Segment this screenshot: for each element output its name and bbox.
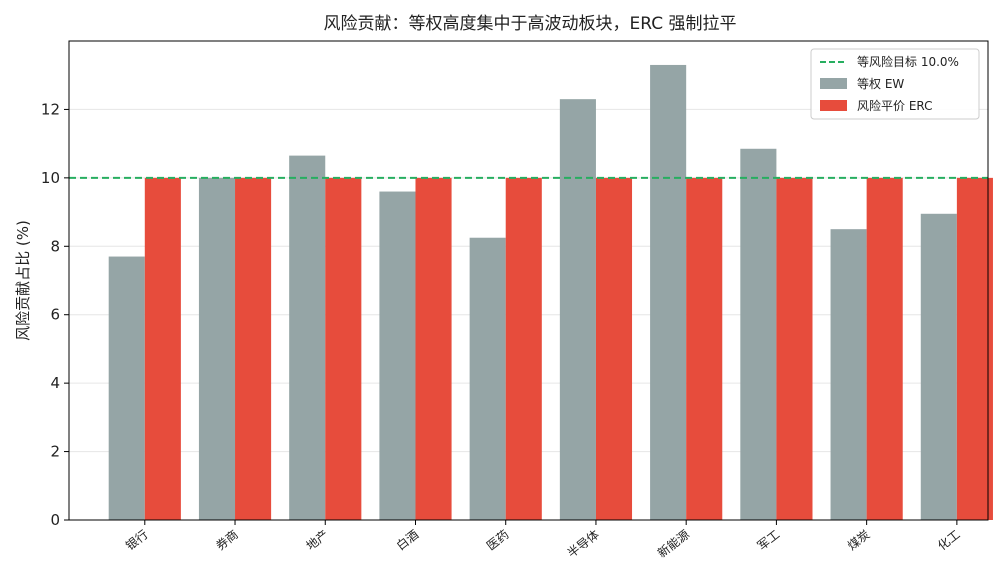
x-tick-label: 白酒 <box>393 527 421 554</box>
bar-ew <box>830 229 867 520</box>
bar-erc <box>144 177 181 520</box>
x-tick-label: 银行 <box>123 527 151 553</box>
x-axis: 银行 券商 地产 白酒 医药 半导体 新能源 军工 煤炭 化工 <box>123 520 963 561</box>
bars <box>108 64 993 521</box>
bar-erc <box>505 177 542 520</box>
bar-erc <box>776 177 813 520</box>
y-tick-label: 6 <box>50 306 60 324</box>
x-tick-label: 半导体 <box>565 527 602 560</box>
plot-frame <box>68 40 989 521</box>
bar-ew <box>559 99 596 521</box>
x-tick-label: 化工 <box>935 527 963 553</box>
x-tick-label: 煤炭 <box>845 527 873 553</box>
bar-ew <box>289 155 326 520</box>
bar-ew <box>469 237 506 520</box>
legend-label-ew: 等权 EW <box>857 77 904 91</box>
y-tick-label: 8 <box>50 237 60 255</box>
x-tick-label: 地产 <box>304 527 332 553</box>
bar-erc <box>325 177 362 520</box>
chart-title: 风险贡献：等权高度集中于高波动板块，ERC 强制拉平 <box>324 14 737 34</box>
y-tick-label: 12 <box>41 100 60 118</box>
y-axis: 0 2 4 6 8 10 12 <box>41 100 69 529</box>
bar-erc <box>415 177 452 520</box>
bar-erc <box>235 177 272 520</box>
x-tick-label: 新能源 <box>654 527 692 561</box>
y-tick-label: 2 <box>50 443 60 461</box>
bar-erc <box>686 177 723 520</box>
y-tick-label: 10 <box>41 169 60 187</box>
legend-box <box>810 48 980 120</box>
legend-swatch-erc <box>820 100 847 111</box>
bar-ew <box>740 148 777 520</box>
bar-ew <box>108 256 145 520</box>
bar-ew <box>379 191 416 521</box>
y-tick-label: 0 <box>50 511 60 529</box>
legend: 等风险目标 10.0% 等权 EW 风险平价 ERC <box>810 48 980 120</box>
bar-erc <box>595 177 633 520</box>
bar-erc <box>956 177 993 520</box>
legend-swatch-ew <box>820 78 847 89</box>
legend-label-reference: 等风险目标 10.0% <box>857 54 959 69</box>
bar-erc <box>866 177 903 520</box>
bar-ew <box>650 64 687 520</box>
y-tick-label: 4 <box>50 374 60 392</box>
bar-ew <box>198 177 236 520</box>
legend-label-erc: 风险平价 ERC <box>857 98 933 113</box>
x-tick-label: 军工 <box>755 527 783 553</box>
bar-ew <box>920 213 957 520</box>
x-tick-label: 券商 <box>213 527 241 554</box>
y-axis-label: 风险贡献占比 (%) <box>14 220 32 341</box>
x-tick-label: 医药 <box>484 527 512 553</box>
